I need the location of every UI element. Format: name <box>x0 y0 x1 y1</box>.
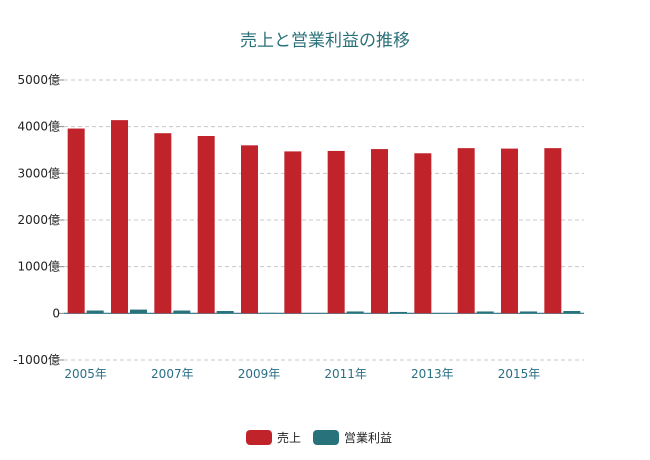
x-tick-label: 2015年 <box>498 367 541 381</box>
bar-sales-11[interactable] <box>544 148 562 314</box>
bar-sales-7[interactable] <box>371 149 388 314</box>
bar-sales-10[interactable] <box>501 148 518 314</box>
bar-sales-6[interactable] <box>327 150 345 314</box>
x-tick-label: 2011年 <box>324 367 367 381</box>
legend-label: 営業利益 <box>344 431 392 445</box>
grid <box>64 79 584 361</box>
bar-operating-profit-8[interactable] <box>433 313 451 314</box>
bar-operating-profit-7[interactable] <box>390 311 407 314</box>
bar-operating-profit-9[interactable] <box>476 311 494 314</box>
bar-sales-2[interactable] <box>154 133 172 314</box>
y-tick-label: 3000億 <box>17 166 60 180</box>
y-tick-label: 5000億 <box>17 73 60 87</box>
y-tick-label: 2000億 <box>17 213 60 227</box>
legend-label: 売上 <box>277 430 301 445</box>
bar-operating-profit-3[interactable] <box>216 311 234 314</box>
bar-operating-profit-6[interactable] <box>346 311 364 314</box>
legend-item-operating-profit[interactable]: 営業利益 <box>313 430 392 445</box>
bar-operating-profit-4[interactable] <box>260 312 277 314</box>
bar-sales-1[interactable] <box>111 120 128 314</box>
bar-sales-0[interactable] <box>67 128 85 314</box>
bar-sales-5[interactable] <box>284 151 302 314</box>
bar-sales-8[interactable] <box>414 153 432 314</box>
bar-operating-profit-0[interactable] <box>86 310 104 314</box>
bar-operating-profit-10[interactable] <box>520 311 537 314</box>
bar-operating-profit-5[interactable] <box>303 313 321 314</box>
legend-swatch <box>313 430 339 445</box>
x-tick-label: 2013年 <box>411 367 454 381</box>
y-tick-label: -1000億 <box>13 353 60 367</box>
y-tick-label: 0 <box>52 306 60 320</box>
x-axis-ticks: 2005年 2007年 2009年 2011年 2013年 2015年 <box>64 367 540 381</box>
chart-title: 売上と営業利益の推移 <box>240 31 410 51</box>
bar-sales-9[interactable] <box>457 148 475 314</box>
legend[interactable]: 売上 営業利益 <box>246 430 392 445</box>
bar-operating-profit-1[interactable] <box>130 309 147 314</box>
y-axis-ticks: 5000億 4000億 3000億 2000億 1000億 0 -1000億 <box>13 73 64 367</box>
x-tick-label: 2007年 <box>151 367 194 381</box>
legend-swatch <box>246 430 272 445</box>
bar-operating-profit-2[interactable] <box>173 310 191 314</box>
x-tick-label: 2009年 <box>238 367 281 381</box>
bar-operating-profit-11[interactable] <box>563 311 581 314</box>
x-tick-label: 2005年 <box>64 367 107 381</box>
legend-item-sales[interactable]: 売上 <box>246 430 301 445</box>
bars <box>67 120 581 314</box>
y-tick-label: 1000億 <box>17 260 60 274</box>
bar-sales-3[interactable] <box>197 136 215 314</box>
y-tick-label: 4000億 <box>17 120 60 134</box>
bar-sales-4[interactable] <box>241 145 258 314</box>
